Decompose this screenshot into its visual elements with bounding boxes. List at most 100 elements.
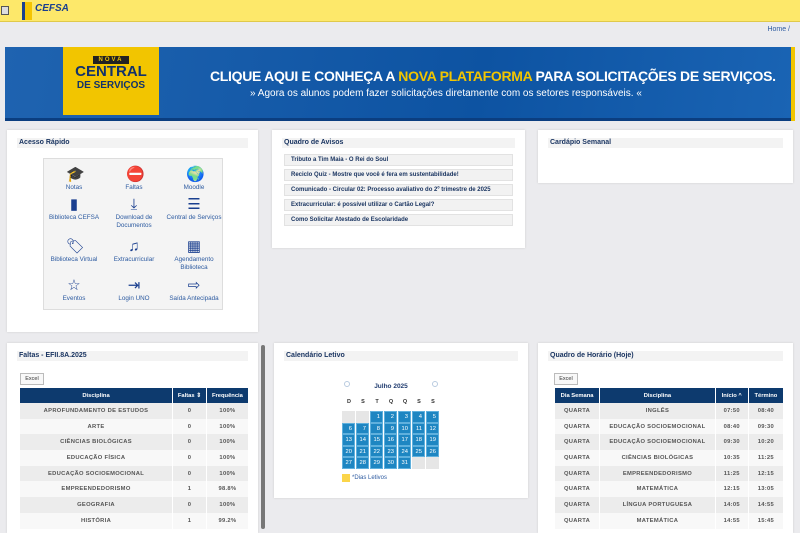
tags-icon: 🏷 [66, 238, 86, 255]
minus-circle-icon: ⛔ [126, 166, 145, 183]
table-cell: 1 [173, 481, 206, 498]
column-header[interactable]: Frequência [206, 388, 248, 403]
notice-item[interactable]: Como Solicitar Atestado de Escolaridade [284, 214, 513, 226]
calendar-day[interactable]: 16 [384, 434, 397, 446]
calendar-day[interactable]: 28 [356, 457, 369, 469]
calendar-day[interactable]: 11 [412, 422, 425, 434]
column-header[interactable]: Dia Semana [555, 388, 600, 403]
weekday-label: Q [402, 399, 408, 405]
sign-in-icon: ⇥ [127, 277, 141, 294]
table-cell: QUARTA [555, 512, 600, 529]
table-row: ARTE 0 100% [20, 418, 248, 435]
column-header[interactable]: Início ^ [715, 388, 748, 403]
table-cell: 14:55 [748, 497, 783, 513]
table-cell: 08:40 [715, 418, 748, 435]
quick-link-tags[interactable]: 🏷 Biblioteca Virtual [44, 239, 104, 264]
notice-item[interactable]: Comunicado - Circular 02: Processo avali… [284, 184, 513, 196]
panel-title: Cardápio Semanal [548, 138, 783, 148]
calendar-icon: ▦ [186, 238, 202, 255]
calendar-day[interactable]: 26 [426, 445, 439, 457]
calendar-day[interactable]: 31 [398, 457, 411, 469]
calendar-day[interactable]: 14 [356, 434, 369, 446]
sign-out-icon: ⇨ [187, 277, 201, 294]
table-cell: APROFUNDAMENTO DE ESTUDOS [20, 403, 173, 419]
calendar-day[interactable]: 30 [384, 457, 397, 469]
excel-export-button[interactable]: Excel [20, 373, 44, 385]
calendar-day[interactable]: 15 [370, 434, 383, 446]
calendar-day[interactable]: 24 [398, 445, 411, 457]
table-row: QUARTA MATEMÁTICA 12:15 13:05 [555, 481, 783, 498]
column-header[interactable]: Disciplina [600, 388, 715, 403]
quick-link-calendar[interactable]: ▦ Agendamento Biblioteca [164, 239, 224, 272]
calendar-day[interactable]: 19 [426, 434, 439, 446]
table-row: QUARTA MATEMÁTICA 14:55 15:45 [555, 512, 783, 529]
header-row: Disciplina Faltas ⇕ Frequência [20, 388, 248, 403]
calendar-day[interactable]: 21 [356, 445, 369, 457]
calendar-day[interactable]: 23 [384, 445, 397, 457]
panel-title: Faltas - EFII.8A.2025 [17, 351, 248, 361]
weekday-label: Q [388, 399, 394, 405]
calendar-day[interactable]: 13 [342, 434, 355, 446]
calendar-day[interactable]: 4 [412, 411, 425, 423]
calendar-day[interactable]: 3 [398, 411, 411, 423]
quick-link-download[interactable]: ⤓ Download de Documentos [104, 197, 164, 230]
quick-link-star[interactable]: ☆ Eventos [44, 278, 104, 303]
table-row: EDUCAÇÃO FÍSICA 0 100% [20, 450, 248, 466]
banner-badge: NOVA CENTRAL DE SERVIÇOS [63, 47, 159, 115]
quick-link-globe[interactable]: 🌍 Moodle [164, 167, 224, 192]
banner-accent [791, 47, 795, 121]
column-header[interactable]: Faltas ⇕ [173, 388, 206, 403]
quick-link-book[interactable]: ▮ Biblioteca CEFSA [44, 197, 104, 222]
calendar-day[interactable]: 6 [342, 422, 355, 434]
excel-export-button[interactable]: Excel [554, 373, 578, 385]
calendar-day[interactable]: 22 [370, 445, 383, 457]
panel-title: Acesso Rápido [17, 138, 248, 148]
calendar-day[interactable]: 29 [370, 457, 383, 469]
day-grid: 1 2 3 4 5 6 7 8 9 10 11 12 13 14 15 16 17 18 19 20 21 22 23 24 2… [342, 411, 440, 469]
quick-link-list[interactable]: ☰ Central de Serviços [164, 197, 224, 222]
legend-swatch [342, 473, 350, 482]
quick-link-graduation-cap[interactable]: 🎓 Notas [44, 167, 104, 192]
notice-item[interactable]: Tributo a Tim Maia - O Rei do Soul [284, 154, 513, 166]
table-row: CIÊNCIAS BIOLÓGICAS 0 100% [20, 434, 248, 451]
next-month-icon[interactable] [432, 381, 438, 387]
quick-link-sign-in[interactable]: ⇥ Login UNO [104, 278, 164, 303]
calendar-day[interactable]: 25 [412, 445, 425, 457]
logo-mark [22, 2, 32, 20]
calendar-day[interactable]: 7 [356, 422, 369, 434]
calendar-day[interactable]: 17 [398, 434, 411, 446]
quick-link-music[interactable]: ♫ Extracurricular [104, 239, 164, 264]
calendar-day[interactable]: 1 [370, 411, 383, 423]
table-cell: QUARTA [555, 418, 600, 435]
calendar-day[interactable]: 18 [412, 434, 425, 446]
calendar-day[interactable]: 8 [370, 422, 383, 434]
quick-link-sign-out[interactable]: ⇨ Saída Antecipada [164, 278, 224, 303]
column-header[interactable]: Disciplina [20, 388, 173, 403]
calendar-day[interactable]: 5 [426, 411, 439, 423]
quick-link-label: Moodle [183, 184, 205, 191]
table-cell: HISTÓRIA [20, 512, 173, 529]
calendar-day[interactable]: 9 [384, 422, 397, 434]
scrollbar[interactable] [261, 345, 265, 529]
table-row: EMPREENDEDORISMO 1 98.8% [20, 481, 248, 498]
quick-link-minus-circle[interactable]: ⛔ Faltas [104, 167, 164, 192]
cefsa-logo[interactable]: CEFSA [22, 2, 82, 20]
breadcrumb-home[interactable]: Home / [767, 26, 790, 33]
weekday-label: T [375, 399, 379, 405]
notices-panel: Quadro de Avisos Tributo a Tim Maia - O … [272, 130, 525, 248]
calendar-day[interactable]: 2 [384, 411, 397, 423]
quick-access-grid: 🎓 Notas ⛔ Faltas 🌍 Moodle ▮ Biblioteca CEFSA ⤓ Do… [43, 158, 223, 310]
calendar-day[interactable]: 12 [426, 422, 439, 434]
notice-item[interactable]: Extracurricular: é possível utilizar o C… [284, 199, 513, 211]
column-header[interactable]: Término [748, 388, 783, 403]
menu-toggle-button[interactable] [1, 6, 9, 15]
central-servicos-banner[interactable]: NOVA CENTRAL DE SERVIÇOS CLIQUE AQUI E C… [5, 47, 795, 121]
table-cell: 100% [206, 418, 248, 435]
calendar-day[interactable]: 20 [342, 445, 355, 457]
prev-month-icon[interactable] [344, 381, 350, 387]
calendar-day[interactable]: 10 [398, 422, 411, 434]
headline-a: CLIQUE AQUI E CONHEÇA A [210, 68, 399, 84]
calendar-day[interactable]: 27 [342, 457, 355, 469]
weekday-label: D [347, 399, 351, 405]
notice-item[interactable]: Reciclo Quiz - Mostre que você é fera em… [284, 169, 513, 181]
